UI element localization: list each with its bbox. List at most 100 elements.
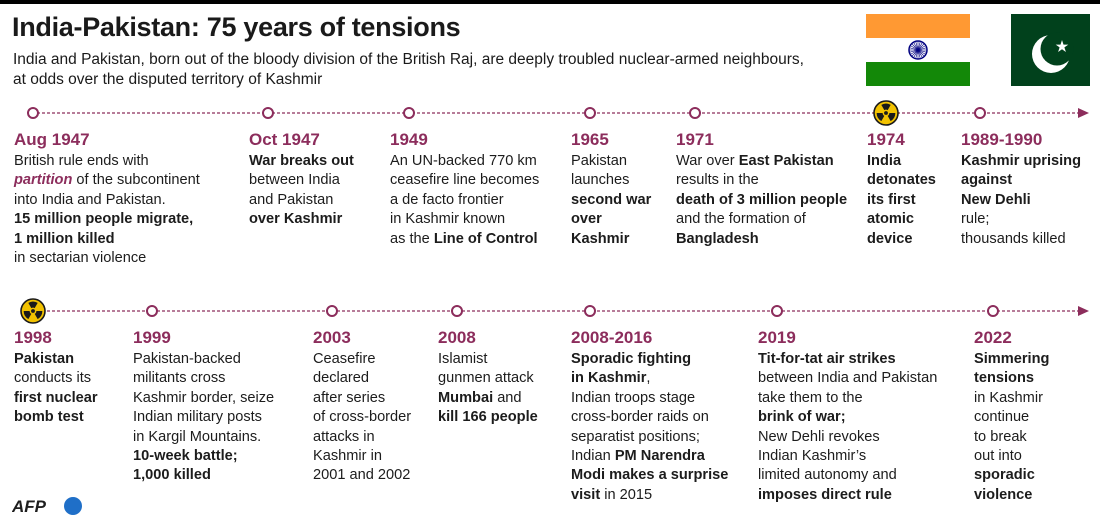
event-line: and the formation of (676, 210, 847, 229)
event-text-segment: Indian Kashmir’s (758, 448, 867, 465)
event-date: 2003 (313, 328, 351, 347)
event-line: its first (867, 191, 936, 210)
event-line: India (867, 152, 936, 171)
event-text-segment: continue (974, 409, 1030, 426)
timeline-event: 2008-2016 Sporadic fighting in Kashmir, Ind… (571, 328, 728, 505)
event-line: between India and Pakistan (758, 369, 937, 388)
event-text-segment: sporadic (974, 467, 1035, 484)
event-text-segment: Indian troops stage (571, 389, 696, 406)
event-line: sporadic (974, 466, 1049, 485)
event-text-segment: and Pakistan (249, 191, 334, 208)
timeline-event: 1949 An UN-backed 770 km ceasefire line be… (390, 130, 539, 249)
event-text-segment: declared (313, 370, 369, 387)
event-text-segment: against (961, 172, 1013, 189)
event-text-segment: Bangladesh (676, 230, 759, 247)
event-description: Kashmir uprising against New Dehli rule; tho… (961, 152, 1081, 249)
event-line: ceasefire line becomes (390, 171, 539, 190)
event-text-segment: after series (313, 389, 386, 406)
subtitle-line: India and Pakistan, born out of the bloo… (13, 51, 804, 68)
event-text-segment: rule; (961, 211, 990, 228)
event-text-segment: Modi makes a surprise (571, 467, 729, 484)
timeline-dot (451, 305, 463, 317)
event-text-segment: gunmen attack (438, 370, 534, 387)
event-line: and Pakistan (249, 191, 354, 210)
event-text-segment: tensions (974, 370, 1035, 387)
event-date: 1999 (133, 328, 171, 347)
event-text-segment: a de facto frontier (390, 191, 504, 208)
event-line: of cross-border (313, 408, 411, 427)
event-description: Pakistan-backed militants cross Kashmir bo… (133, 350, 274, 486)
pakistan-flag-icon (985, 14, 1090, 86)
event-line: gunmen attack (438, 369, 538, 388)
event-text-segment: Tit-for-tat air strikes (758, 351, 896, 367)
timeline-dot (326, 305, 338, 317)
timeline-dot (689, 107, 701, 119)
timeline-event: 2003 Ceasefire declared after series of cros… (313, 328, 411, 486)
event-text-segment: take them to the (758, 389, 863, 406)
event-description: India detonates its first atomic device (867, 152, 936, 249)
event-description: An UN-backed 770 km ceasefire line become… (390, 152, 539, 249)
event-description: War breaks out between India and Pakistan o… (249, 152, 354, 230)
event-line: Indian Kashmir’s (758, 447, 937, 466)
event-description: War over East Pakistan results in the deat… (676, 152, 847, 249)
event-text-segment: limited autonomy and (758, 467, 897, 484)
event-line: kill 166 people (438, 408, 538, 427)
event-text-segment: violence (974, 486, 1033, 503)
event-line: against (961, 171, 1081, 190)
event-date: 1949 (390, 130, 428, 149)
event-line: to break (974, 428, 1049, 447)
event-text-segment: Kashmir in (313, 448, 382, 465)
event-text-segment: in Kashmir (571, 370, 647, 387)
event-line: Pakistan (571, 152, 651, 171)
event-text-segment: its first (867, 191, 916, 208)
event-text-segment: Islamist (438, 351, 488, 367)
event-text-segment: over Kashmir (249, 211, 343, 228)
event-text-segment: 1,000 killed (133, 467, 211, 484)
timeline-event: 1965 Pakistan launches second war over Kashmi… (571, 130, 651, 249)
event-line: detonates (867, 171, 936, 190)
event-text-segment: first nuclear (14, 389, 98, 406)
event-text-segment: in Kashmir known (390, 211, 506, 228)
event-text-segment: in Kargil Mountains. (133, 428, 262, 445)
event-line: New Dehli revokes (758, 428, 937, 447)
event-text-segment: East Pakistan (738, 153, 834, 169)
event-line: 2001 and 2002 (313, 466, 411, 485)
event-line: results in the (676, 171, 847, 190)
timeline-dot (584, 305, 596, 317)
event-text-segment: visit (571, 486, 601, 503)
event-line: Mumbai and (438, 389, 538, 408)
event-line: British rule ends with (14, 152, 200, 171)
timeline-event: 2008 Islamist gunmen attack Mumbai and kill … (438, 328, 538, 428)
event-text-segment: in sectarian violence (14, 250, 147, 267)
event-line: out into (974, 447, 1049, 466)
event-text-segment: cross-border raids on (571, 409, 709, 426)
event-text-segment: atomic (867, 211, 915, 228)
event-line: New Dehli (961, 191, 1081, 210)
top-rule (0, 0, 1100, 4)
event-line: conducts its (14, 369, 98, 388)
india-flag-icon (866, 14, 970, 86)
event-date: 2022 (974, 328, 1012, 347)
event-text-segment: bomb test (14, 409, 84, 426)
event-text-segment: India (867, 153, 902, 169)
timeline-event: 1999 Pakistan-backed militants cross Kashmi… (133, 328, 274, 486)
timeline-dot (771, 305, 783, 317)
event-line: Islamist (438, 350, 538, 369)
event-line: visit in 2015 (571, 486, 728, 505)
event-line: over (571, 210, 651, 229)
event-description: Simmering tensions in Kashmir continue to br… (974, 350, 1049, 505)
event-line: tensions (974, 369, 1049, 388)
event-text-segment: between India and Pakistan (758, 370, 938, 387)
event-date: Oct 1947 (249, 130, 320, 149)
event-line: a de facto frontier (390, 191, 539, 210)
event-date: 1998 (14, 328, 52, 347)
event-text-segment: , (646, 370, 651, 387)
event-line: bomb test (14, 408, 98, 427)
event-description: Ceasefire declared after series of cross-bo… (313, 350, 411, 486)
event-line: Kashmir uprising (961, 152, 1081, 171)
timeline-2-axis (32, 305, 1089, 317)
event-text-segment: militants cross (133, 370, 226, 387)
event-text-segment: between India (249, 172, 340, 189)
event-line: Indian military posts (133, 408, 274, 427)
event-line: launches (571, 171, 651, 190)
